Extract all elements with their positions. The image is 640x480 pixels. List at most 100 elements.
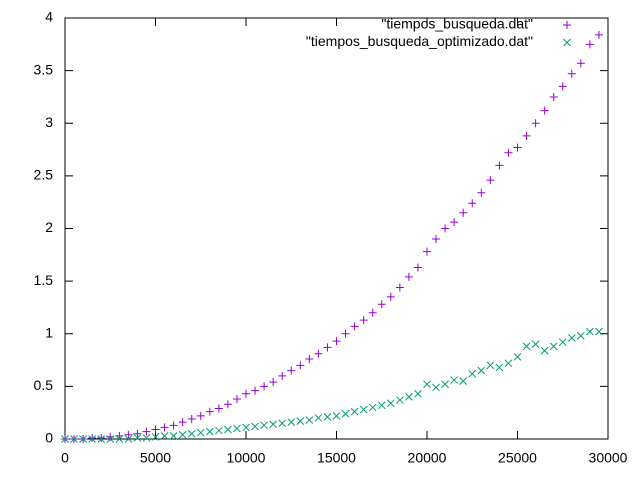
point <box>178 430 187 439</box>
point <box>106 435 115 443</box>
point <box>404 272 413 281</box>
point <box>549 342 558 351</box>
point <box>287 366 296 375</box>
point <box>124 430 133 439</box>
legend-label: "tiempos_busqueda.dat" <box>381 16 533 32</box>
point <box>269 420 278 429</box>
point <box>314 349 323 358</box>
point <box>233 424 241 433</box>
legend-marker <box>563 38 571 47</box>
y-tick-label: 2 <box>45 219 53 235</box>
point <box>260 382 269 391</box>
point <box>441 224 450 233</box>
point <box>368 403 377 412</box>
point <box>61 435 69 443</box>
point <box>432 383 440 392</box>
point <box>495 363 504 372</box>
point <box>232 395 241 404</box>
point <box>278 419 287 428</box>
point <box>341 409 350 418</box>
point <box>486 361 495 370</box>
legend-marker <box>563 21 571 29</box>
point <box>205 407 214 416</box>
point <box>296 361 305 370</box>
point <box>115 435 124 443</box>
plot-frame <box>64 17 609 440</box>
y-tick-label: 3.5 <box>34 61 54 77</box>
point <box>269 378 278 387</box>
point <box>567 69 576 78</box>
y-tick-label: 1 <box>45 324 53 340</box>
point <box>386 399 395 408</box>
point <box>251 422 259 431</box>
point <box>242 389 250 398</box>
point <box>585 40 594 49</box>
point <box>504 148 513 157</box>
point <box>531 119 540 128</box>
point <box>558 338 567 347</box>
point <box>468 369 477 378</box>
point <box>549 92 558 101</box>
point <box>413 263 422 272</box>
point <box>432 235 441 244</box>
x-tick-label: 20000 <box>408 450 447 466</box>
point <box>405 393 413 401</box>
point <box>242 423 250 432</box>
point <box>459 208 468 217</box>
point <box>314 414 323 422</box>
x-tick-label: 10000 <box>227 450 266 466</box>
point <box>196 411 205 420</box>
point <box>97 433 106 442</box>
point <box>332 337 341 346</box>
point <box>423 247 431 256</box>
point <box>395 283 404 292</box>
y-tick-label: 0 <box>45 430 53 446</box>
point <box>97 435 106 443</box>
point <box>368 308 377 317</box>
point <box>160 423 169 432</box>
x-tick-label: 30000 <box>589 450 628 466</box>
point <box>531 340 540 349</box>
point <box>142 427 151 436</box>
y-tick-label: 3 <box>45 114 53 130</box>
point <box>341 329 350 338</box>
point <box>576 59 585 68</box>
point <box>214 404 223 413</box>
point <box>477 188 486 197</box>
point <box>178 418 187 427</box>
point <box>224 425 232 434</box>
point <box>522 342 531 351</box>
y-tick-label: 1.5 <box>34 272 54 288</box>
point <box>187 415 196 424</box>
point <box>151 433 160 441</box>
x-tick-label: 25000 <box>498 450 537 466</box>
point <box>350 322 359 331</box>
point <box>287 418 296 427</box>
point <box>459 377 468 385</box>
point <box>441 380 449 389</box>
point <box>169 431 178 440</box>
point <box>377 401 386 410</box>
point <box>513 143 522 152</box>
point <box>513 353 522 361</box>
point <box>595 327 603 336</box>
point <box>323 413 332 421</box>
point <box>124 435 133 443</box>
point <box>70 435 78 443</box>
point <box>151 425 160 434</box>
point <box>260 421 268 430</box>
point <box>323 343 332 352</box>
point <box>386 292 395 301</box>
point <box>558 82 567 91</box>
point <box>522 131 531 140</box>
point <box>414 389 422 398</box>
point <box>395 396 404 404</box>
point <box>359 316 368 325</box>
point <box>160 431 169 440</box>
y-tick-label: 4 <box>45 9 53 25</box>
point <box>223 400 232 409</box>
point <box>305 416 314 424</box>
point <box>169 421 178 430</box>
